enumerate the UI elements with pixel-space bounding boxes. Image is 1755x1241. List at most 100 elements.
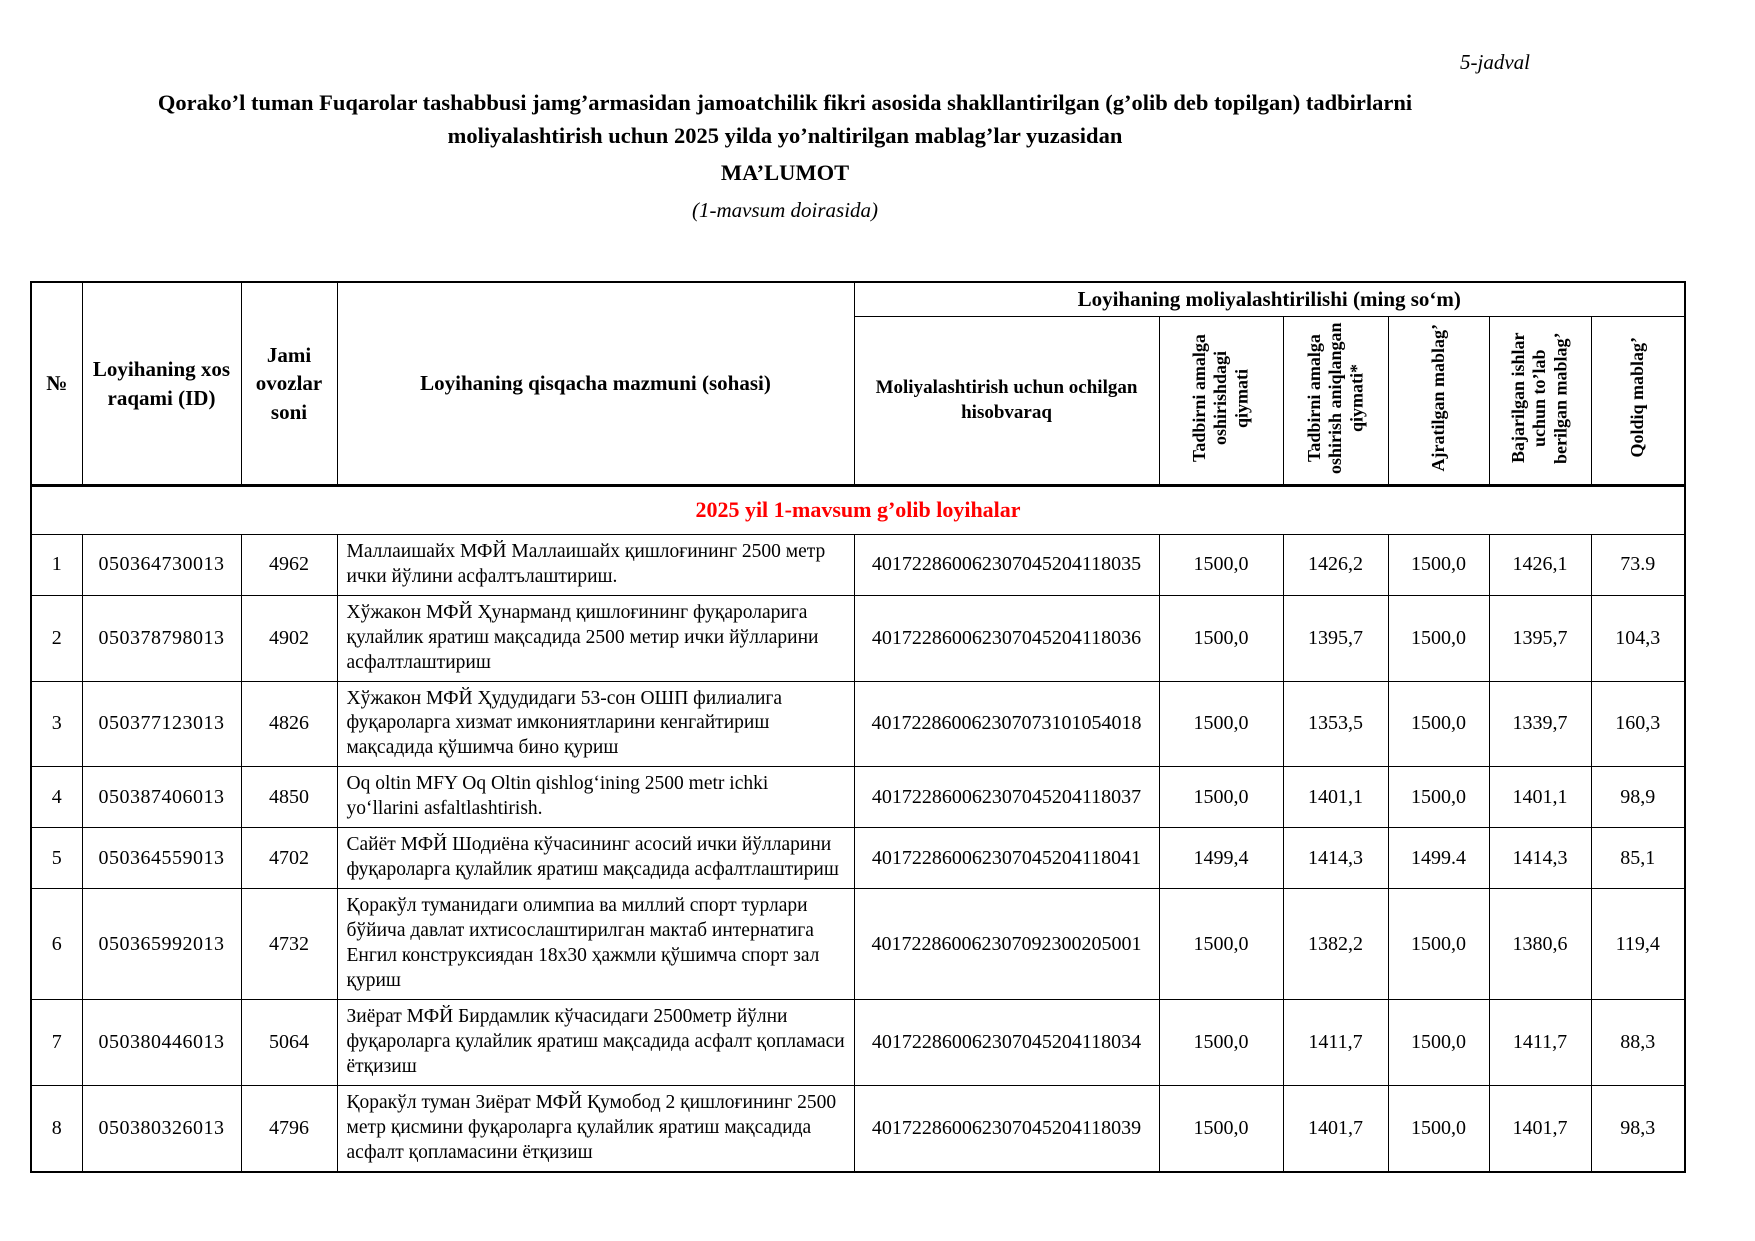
allocated-cell: 1500,0 — [1387, 999, 1490, 1086]
allocated-cell: 1500,0 — [1387, 594, 1490, 682]
cost-cell: 1500,0 — [1158, 594, 1284, 682]
row-number-cell: 4 — [30, 766, 83, 829]
cost-cell: 1500,0 — [1158, 888, 1284, 1000]
project-row: 5 050364559013 4702 Сайёт МФЙ Шодиёна кў… — [30, 827, 1686, 890]
cost-cell: 1500,0 — [1158, 766, 1284, 829]
allocated-cell: 1500,0 — [1387, 533, 1490, 596]
project-row: 1 050364730013 4962 Маллаишайх МФЙ Малла… — [30, 533, 1686, 596]
header-remaining: Qoldiq mablag’ — [1590, 315, 1686, 487]
season-note: (1-mavsum doirasida) — [691, 198, 879, 223]
header-votes: Jami ovozlar soni — [240, 281, 338, 487]
cost-cell: 1500,0 — [1158, 533, 1284, 596]
project-id-cell: 050380446013 — [81, 999, 242, 1086]
projects-table: № Loyihaning xos raqami (ID) Jami ovozla… — [30, 281, 1686, 1173]
votes-cell: 4732 — [240, 888, 338, 1000]
determined-cost-cell: 1411,7 — [1282, 999, 1389, 1086]
project-description-cell: Сайёт МФЙ Шодиёна кўчасининг асосий ички… — [336, 827, 855, 890]
remaining-cell: 104,3 — [1590, 594, 1686, 682]
project-description-cell: Зиёрат МФЙ Бирдамлик кўчасидаги 2500метр… — [336, 999, 855, 1086]
remaining-cell: 98,9 — [1590, 766, 1686, 829]
determined-cost-cell: 1414,3 — [1282, 827, 1389, 890]
header-project-id: Loyihaning xos raqami (ID) — [81, 281, 242, 487]
account-number-cell: 401722860062307092300205001 — [853, 888, 1160, 1000]
header-paid-label: Bajarilgan ishlar uchun to’lab berilgan … — [1508, 332, 1571, 464]
project-id-cell: 050378798013 — [81, 594, 242, 682]
project-row: 2 050378798013 4902 Хўжакон МФЙ Ҳунарман… — [30, 594, 1686, 682]
project-id-cell: 050364559013 — [81, 827, 242, 890]
paid-cell: 1414,3 — [1488, 827, 1592, 890]
remaining-cell: 85,1 — [1590, 827, 1686, 890]
determined-cost-cell: 1401,1 — [1282, 766, 1389, 829]
project-description-cell: Қоракўл туманидаги олимпиа ва миллий спо… — [336, 888, 855, 1000]
account-number-cell: 401722860062307045204118036 — [853, 594, 1160, 682]
remaining-cell: 98,3 — [1590, 1084, 1686, 1173]
project-row: 3 050377123013 4826 Хўжакон МФЙ Ҳудудида… — [30, 680, 1686, 768]
project-id-cell: 050380326013 — [81, 1084, 242, 1173]
project-id-cell: 050387406013 — [81, 766, 242, 829]
header-cost: Tadbirni amalga oshirishdagi qiymati — [1158, 315, 1284, 487]
votes-cell: 5064 — [240, 999, 338, 1086]
allocated-cell: 1500,0 — [1387, 766, 1490, 829]
row-number-cell: 2 — [30, 594, 83, 682]
project-description-cell: Маллаишайх МФЙ Маллаишайх қишлоғининг 25… — [336, 533, 855, 596]
table-number-label: 5-jadval — [1460, 50, 1530, 74]
header-allocated: Ajratilgan mablag’ — [1387, 315, 1490, 487]
paid-cell: 1426,1 — [1488, 533, 1592, 596]
votes-cell: 4796 — [240, 1084, 338, 1173]
votes-cell: 4962 — [240, 533, 338, 596]
project-row: 6 050365992013 4732 Қоракўл туманидаги о… — [30, 888, 1686, 1000]
project-description-cell: Хўжакон МФЙ Ҳудудидаги 53-сон ОШП филиал… — [336, 680, 855, 768]
project-id-cell: 050365992013 — [81, 888, 242, 1000]
account-number-cell: 401722860062307045204118034 — [853, 999, 1160, 1086]
header-remaining-label: Qoldiq mablag’ — [1627, 337, 1648, 459]
remaining-cell: 119,4 — [1590, 888, 1686, 1000]
document-title: Qorako’l tuman Fuqarolar tashabbusi jamg… — [157, 90, 1413, 148]
account-number-cell: 401722860062307045204118039 — [853, 1084, 1160, 1173]
allocated-cell: 1500,0 — [1387, 1084, 1490, 1173]
votes-cell: 4902 — [240, 594, 338, 682]
allocated-cell: 1499.4 — [1387, 827, 1490, 890]
title-block: Qorako’l tuman Fuqarolar tashabbusi jamg… — [85, 87, 1485, 223]
project-row: 7 050380446013 5064 Зиёрат МФЙ Бирдамлик… — [30, 999, 1686, 1086]
project-row: 4 050387406013 4850 Oq oltin MFY Oq Olti… — [30, 766, 1686, 829]
determined-cost-cell: 1395,7 — [1282, 594, 1389, 682]
project-description-cell: Қоракўл туман Зиёрат МФЙ Қумобод 2 қишло… — [336, 1084, 855, 1173]
header-summary: Loyihaning qisqacha mazmuni (sohasi) — [336, 281, 855, 487]
header-account: Moliyalashtirish uchun ochilgan hisobvar… — [853, 315, 1160, 487]
row-number-cell: 7 — [30, 999, 83, 1086]
project-description-cell: Хўжакон МФЙ Ҳунарманд қишлоғининг фуқаро… — [336, 594, 855, 682]
account-number-cell: 401722860062307073101054018 — [853, 680, 1160, 768]
determined-cost-cell: 1382,2 — [1282, 888, 1389, 1000]
paid-cell: 1339,7 — [1488, 680, 1592, 768]
votes-cell: 4850 — [240, 766, 338, 829]
document-subtitle: MA’LUMOT — [720, 160, 850, 186]
account-number-cell: 401722860062307045204118041 — [853, 827, 1160, 890]
paid-cell: 1395,7 — [1488, 594, 1592, 682]
row-number-cell: 3 — [30, 680, 83, 768]
row-number-cell: 8 — [30, 1084, 83, 1173]
account-number-cell: 401722860062307045204118035 — [853, 533, 1160, 596]
determined-cost-cell: 1401,7 — [1282, 1084, 1389, 1173]
paid-cell: 1380,6 — [1488, 888, 1592, 1000]
header-cost-label: Tadbirni amalga oshirishdagi qiymati — [1189, 333, 1252, 462]
cost-cell: 1500,0 — [1158, 1084, 1284, 1173]
account-number-cell: 401722860062307045204118037 — [853, 766, 1160, 829]
paid-cell: 1411,7 — [1488, 999, 1592, 1086]
votes-cell: 4702 — [240, 827, 338, 890]
votes-cell: 4826 — [240, 680, 338, 768]
header-number: № — [30, 281, 83, 487]
allocated-cell: 1500,0 — [1387, 888, 1490, 1000]
remaining-cell: 160,3 — [1590, 680, 1686, 768]
cost-cell: 1500,0 — [1158, 680, 1284, 768]
project-id-cell: 050377123013 — [81, 680, 242, 768]
project-id-cell: 050364730013 — [81, 533, 242, 596]
header-determined-cost: Tadbirni amalga oshirish aniqlangan qiym… — [1282, 315, 1389, 487]
season-section-title: 2025 yil 1-mavsum g’olib loyihalar — [30, 484, 1686, 535]
determined-cost-cell: 1426,2 — [1282, 533, 1389, 596]
header-financing-group: Loyihaning moliyalashtirilishi (ming so‘… — [853, 281, 1686, 317]
row-number-cell: 6 — [30, 888, 83, 1000]
cost-cell: 1499,4 — [1158, 827, 1284, 890]
paid-cell: 1401,7 — [1488, 1084, 1592, 1173]
project-row: 8 050380326013 4796 Қоракўл туман Зиёрат… — [30, 1084, 1686, 1173]
